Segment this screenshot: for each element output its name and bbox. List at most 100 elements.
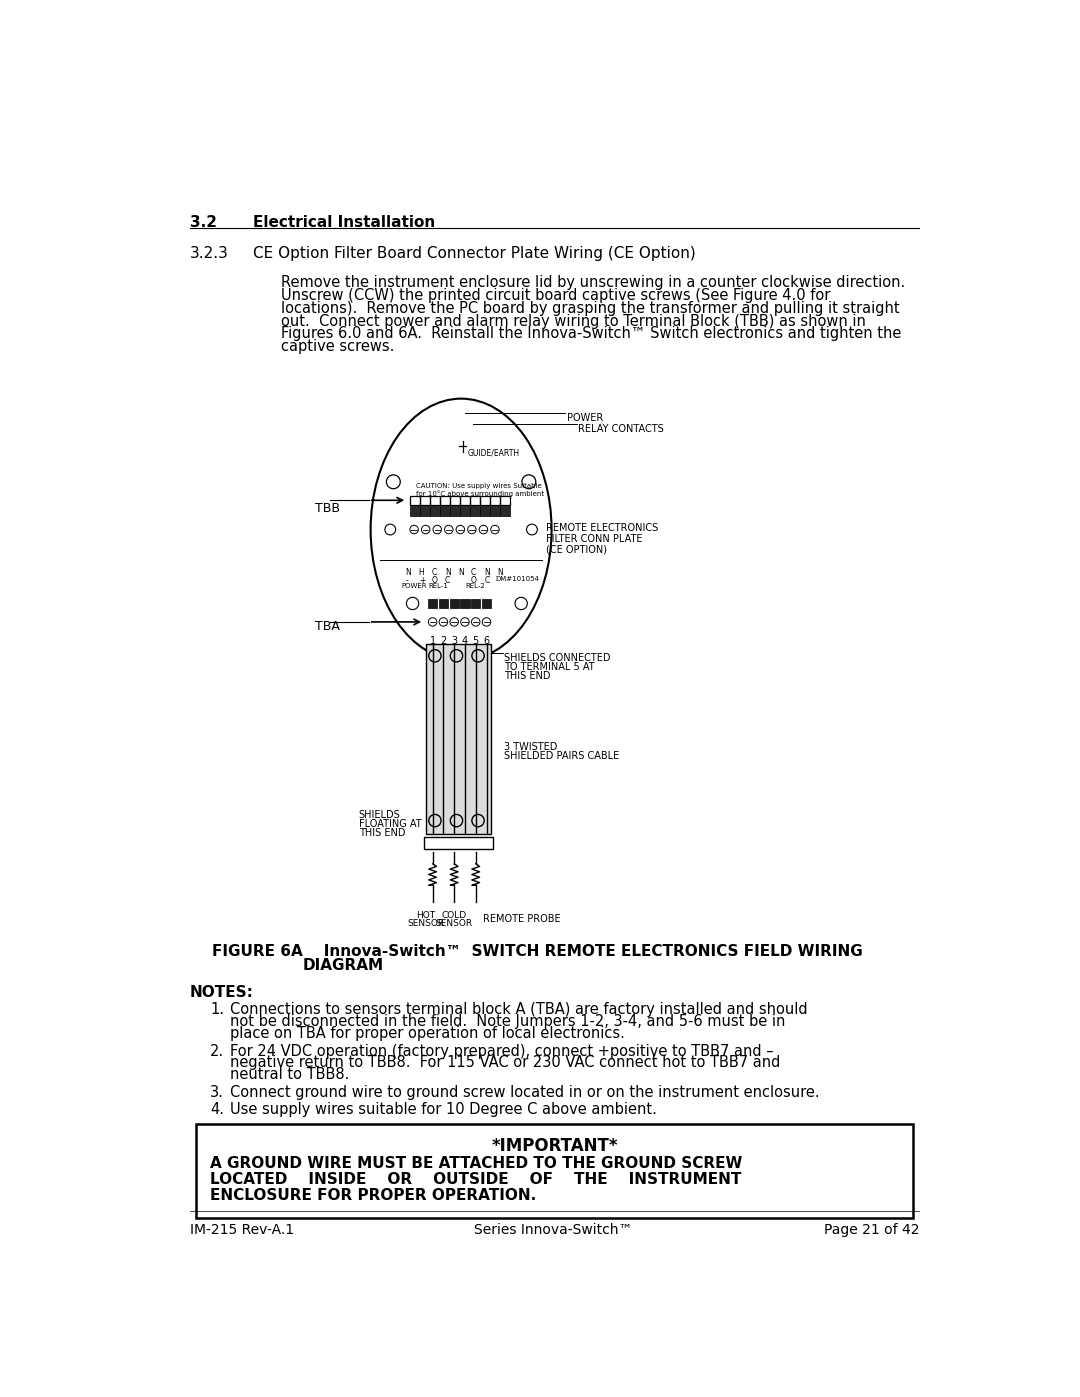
- Text: SENSOR: SENSOR: [435, 919, 473, 928]
- Text: Unscrew (CCW) the printed circuit board captive screws (See Figure 4.0 for: Unscrew (CCW) the printed circuit board …: [281, 288, 831, 303]
- Text: negative return to TBB8.  For 115 VAC or 230 VAC connect hot to TBB7 and: negative return to TBB8. For 115 VAC or …: [230, 1056, 781, 1070]
- Text: 5: 5: [472, 840, 477, 849]
- Text: 6: 6: [484, 636, 489, 645]
- Text: 4: 4: [461, 840, 467, 849]
- Bar: [500, 496, 510, 504]
- Bar: [197, 1123, 913, 1218]
- Text: 3.2.3: 3.2.3: [190, 246, 229, 261]
- Bar: [450, 496, 460, 504]
- Text: REMOTE PROBE: REMOTE PROBE: [484, 914, 561, 923]
- Bar: [410, 507, 419, 515]
- Text: POWER: POWER: [567, 412, 603, 422]
- Text: 4.: 4.: [211, 1102, 224, 1118]
- Bar: [441, 496, 449, 504]
- Text: N: N: [406, 569, 411, 577]
- Bar: [430, 496, 440, 504]
- Bar: [449, 599, 459, 608]
- Text: N: N: [497, 569, 503, 577]
- Text: 4: 4: [462, 636, 468, 645]
- Text: Page 21 of 42: Page 21 of 42: [824, 1224, 919, 1238]
- Bar: [460, 496, 470, 504]
- Text: THIS END: THIS END: [359, 828, 405, 838]
- Text: *IMPORTANT*: *IMPORTANT*: [491, 1137, 618, 1155]
- Text: FLOATING AT: FLOATING AT: [359, 819, 421, 828]
- Bar: [450, 507, 460, 515]
- Bar: [460, 599, 470, 608]
- Text: POWER: POWER: [401, 584, 427, 590]
- Text: 5: 5: [473, 636, 478, 645]
- Text: Remove the instrument enclosure lid by unscrewing in a counter clockwise directi: Remove the instrument enclosure lid by u…: [281, 275, 905, 291]
- Text: SHIELDS: SHIELDS: [359, 810, 401, 820]
- Text: Connections to sensors terminal block A (TBA) are factory installed and should: Connections to sensors terminal block A …: [230, 1002, 808, 1017]
- Text: A GROUND WIRE MUST BE ATTACHED TO THE GROUND SCREW: A GROUND WIRE MUST BE ATTACHED TO THE GR…: [211, 1155, 742, 1171]
- Text: REL-2: REL-2: [465, 584, 485, 590]
- Text: TO TERMINAL 5 AT: TO TERMINAL 5 AT: [504, 662, 595, 672]
- Text: 3.2: 3.2: [190, 215, 217, 231]
- Text: LOCATED    INSIDE    OR    OUTSIDE    OF    THE    INSTRUMENT: LOCATED INSIDE OR OUTSIDE OF THE INSTRUM…: [211, 1172, 742, 1187]
- Text: captive screws.: captive screws.: [281, 339, 394, 353]
- Bar: [420, 507, 430, 515]
- Text: C: C: [484, 576, 489, 585]
- Bar: [490, 496, 500, 504]
- Text: 1: 1: [430, 636, 435, 645]
- Text: DIAGRAM: DIAGRAM: [302, 958, 383, 974]
- Text: N: N: [458, 569, 463, 577]
- Bar: [500, 507, 510, 515]
- Text: +: +: [419, 576, 426, 585]
- Bar: [430, 507, 440, 515]
- Text: neutral to TBB8.: neutral to TBB8.: [230, 1067, 350, 1083]
- Text: THIS END: THIS END: [504, 671, 551, 682]
- Text: 3: 3: [451, 636, 457, 645]
- Bar: [481, 507, 489, 515]
- Text: CAUTION: Use supply wires Suitable: CAUTION: Use supply wires Suitable: [417, 483, 542, 489]
- Bar: [420, 496, 430, 504]
- Text: C: C: [445, 576, 450, 585]
- Text: Figures 6.0 and 6A.  Reinstall the Innova-Switch™ Switch electronics and tighten: Figures 6.0 and 6A. Reinstall the Innova…: [281, 327, 902, 341]
- Text: (CE OPTION): (CE OPTION): [545, 545, 607, 555]
- Text: NOTES:: NOTES:: [190, 985, 254, 1000]
- Text: HOT: HOT: [416, 911, 435, 921]
- Bar: [471, 599, 481, 608]
- Text: H: H: [419, 569, 424, 577]
- Text: Use supply wires suitable for 10 Degree C above ambient.: Use supply wires suitable for 10 Degree …: [230, 1102, 657, 1118]
- Text: 2.: 2.: [211, 1044, 225, 1059]
- Bar: [424, 837, 494, 849]
- Text: SHIELDS CONNECTED: SHIELDS CONNECTED: [504, 652, 610, 662]
- Text: C: C: [432, 569, 437, 577]
- Text: N: N: [484, 569, 490, 577]
- Text: Connect ground wire to ground screw located in or on the instrument enclosure.: Connect ground wire to ground screw loca…: [230, 1084, 820, 1099]
- Text: 3: 3: [450, 840, 456, 849]
- Text: out.  Connect power and alarm relay wiring to Terminal Block (TBB) as shown in: out. Connect power and alarm relay wirin…: [281, 313, 866, 328]
- Text: locations).  Remove the PC board by grasping the transformer and pulling it stra: locations). Remove the PC board by grasp…: [281, 300, 900, 316]
- Text: RELAY CONTACTS: RELAY CONTACTS: [578, 425, 664, 434]
- Text: TBA: TBA: [314, 620, 340, 633]
- Bar: [438, 599, 448, 608]
- Bar: [460, 507, 470, 515]
- Text: 3 TWISTED: 3 TWISTED: [504, 742, 557, 752]
- Text: For 24 VDC operation (factory prepared), connect +positive to TBB7 and –: For 24 VDC operation (factory prepared),…: [230, 1044, 773, 1059]
- Text: SHIELDED PAIRS CABLE: SHIELDED PAIRS CABLE: [504, 752, 620, 761]
- Text: O: O: [432, 576, 437, 585]
- Text: REL-1: REL-1: [429, 584, 448, 590]
- Text: not be disconnected in the field.  Note Jumpers 1-2, 3-4, and 5-6 must be in: not be disconnected in the field. Note J…: [230, 1014, 785, 1030]
- Bar: [482, 599, 491, 608]
- Bar: [471, 496, 480, 504]
- Bar: [428, 599, 437, 608]
- Text: ENCLOSURE FOR PROPER OPERATION.: ENCLOSURE FOR PROPER OPERATION.: [211, 1189, 537, 1203]
- Text: 1.: 1.: [211, 1002, 224, 1017]
- Text: Electrical Installation: Electrical Installation: [253, 215, 435, 231]
- Bar: [441, 507, 449, 515]
- Text: C: C: [471, 569, 476, 577]
- Bar: [427, 644, 491, 834]
- Text: 3.: 3.: [211, 1084, 224, 1099]
- Text: TBB: TBB: [314, 502, 340, 515]
- Text: 6: 6: [483, 840, 488, 849]
- Text: O: O: [471, 576, 477, 585]
- Text: REMOTE ELECTRONICS: REMOTE ELECTRONICS: [545, 524, 658, 534]
- Text: 1: 1: [429, 840, 434, 849]
- Text: SENSOR: SENSOR: [407, 919, 444, 928]
- Text: DM#101054: DM#101054: [496, 576, 540, 581]
- Text: N: N: [445, 569, 450, 577]
- Text: FIGURE 6A    Innova-Switch™  SWITCH REMOTE ELECTRONICS FIELD WIRING: FIGURE 6A Innova-Switch™ SWITCH REMOTE E…: [212, 944, 862, 958]
- Text: IM-215 Rev-A.1: IM-215 Rev-A.1: [190, 1224, 294, 1238]
